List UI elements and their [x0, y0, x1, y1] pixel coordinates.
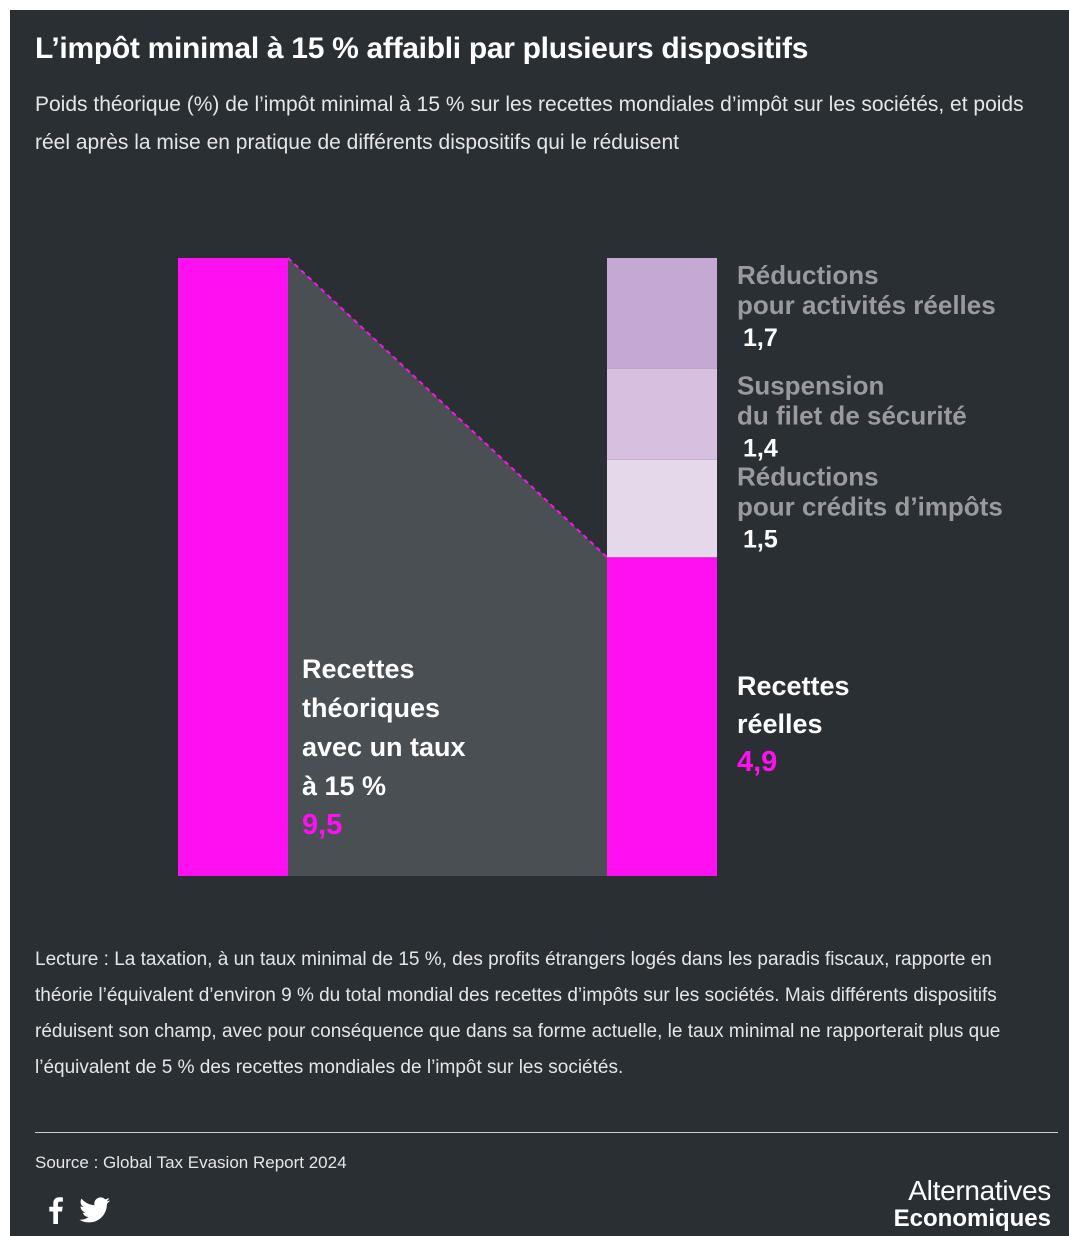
source-note: Source : Global Tax Evasion Report 2024	[35, 1153, 347, 1172]
reduction-label: Réductions	[737, 462, 879, 492]
theoretical-label: avec un taux	[302, 732, 466, 762]
reduction-segment	[607, 368, 717, 460]
reduction-segment	[607, 258, 717, 369]
brand-line-1: Alternatives	[908, 1175, 1051, 1206]
real-value: 4,9	[737, 746, 777, 778]
reduction-segment	[607, 459, 717, 558]
real-label: réelles	[737, 709, 823, 739]
theoretical-label: à 15 %	[302, 771, 386, 801]
brand-line-2: Economiques	[893, 1205, 1051, 1232]
theoretical-label: théoriques	[302, 693, 440, 723]
reduction-value: 1,4	[743, 435, 778, 463]
reduction-label: pour activités réelles	[737, 290, 996, 320]
social-links	[45, 1196, 111, 1229]
footer-divider	[35, 1132, 1058, 1133]
facebook-icon[interactable]	[45, 1196, 65, 1229]
connector-area	[288, 258, 607, 876]
reduction-label: pour crédits d’impôts	[737, 492, 1003, 522]
brand-logo: Alternatives Economiques	[893, 1175, 1052, 1232]
page-subtitle: Poids théorique (%) de l’impôt minimal à…	[35, 93, 1024, 154]
page-title: L’impôt minimal à 15 % affaibli par plus…	[35, 32, 809, 65]
bar-theoretical	[178, 258, 288, 876]
reduction-label: Réductions	[737, 260, 879, 290]
reduction-label: du filet de sécurité	[737, 401, 967, 431]
reduction-value: 1,7	[743, 324, 778, 352]
bar-real	[607, 557, 717, 876]
reading-note: Lecture : La taxation, à un taux minimal…	[35, 949, 1001, 1078]
theoretical-value: 9,5	[302, 809, 342, 841]
theoretical-label: Recettes	[302, 654, 415, 684]
connector-dashed-line	[287, 257, 608, 558]
real-label: Recettes	[737, 671, 850, 701]
twitter-icon[interactable]	[79, 1196, 111, 1229]
reduction-value: 1,5	[743, 526, 778, 554]
reduction-label: Suspension	[737, 371, 884, 401]
infographic-card: L’impôt minimal à 15 % affaibli par plus…	[10, 10, 1069, 1236]
